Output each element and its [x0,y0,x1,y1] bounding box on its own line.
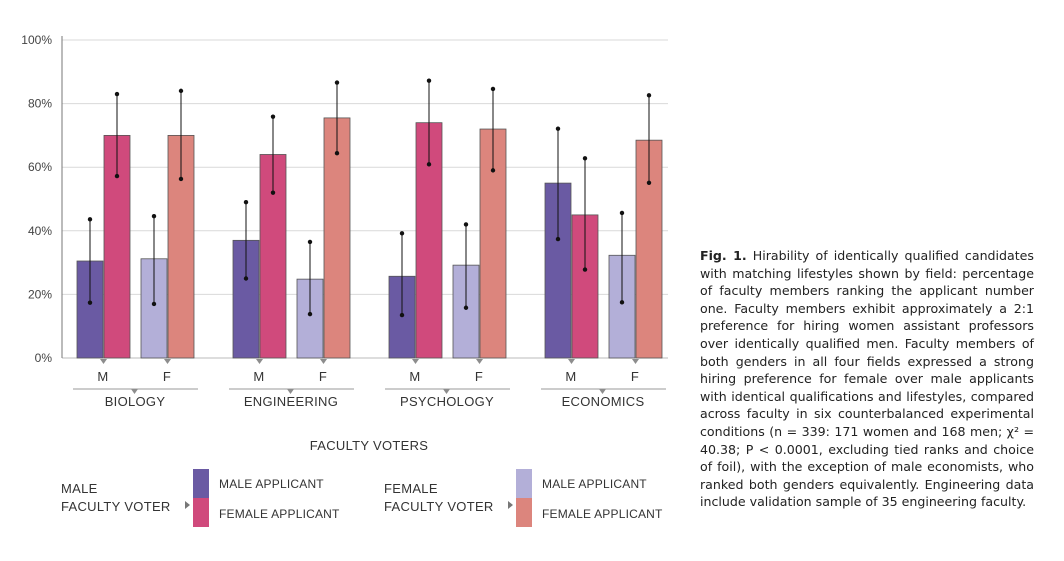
bars [76,117,663,359]
error-bar-cap [582,267,588,272]
pointer-icon [287,389,294,394]
x-tick-label-male-voter: M [253,369,264,384]
y-tick-label: 60% [28,160,52,174]
legend-swatch-male-voter-female-applicant [193,498,209,527]
error-bar-cap [178,88,184,94]
figure-caption: Fig. 1. Hirability of identically qualif… [700,247,1034,511]
error-bar-cap [270,114,276,119]
pointer-icon [599,389,606,394]
legend-label-male-applicant: MALE APPLICANT [542,477,647,491]
x-tick-label-female-voter: F [475,369,483,384]
legend-female-voter-title-line1: FEMALE [384,481,438,496]
error-bar-cap [307,239,313,245]
error-bar-cap [87,217,93,222]
error-bar-cap [646,93,652,98]
caption-label: Fig. 1. [700,248,747,263]
error-bar-cap [87,300,93,305]
pointer-icon [412,359,419,364]
x-category-label: ECONOMICS [562,394,645,409]
error-bar-cap [243,199,249,205]
y-tick-label: 100% [21,33,52,47]
legend-swatch-female-voter-male-applicant [516,469,532,498]
error-bar-cap [399,312,405,318]
legend-label-female-applicant: FEMALE APPLICANT [542,507,663,521]
pointer-icon [476,359,483,364]
error-bar-cap [243,276,249,281]
x-tick-label-female-voter: F [163,369,171,384]
error-bar-cap [399,231,405,236]
legend-swatch-female-voter-female-applicant [516,498,532,527]
x-tick-label-female-voter: F [319,369,327,384]
bar-chart: 0% 20% 40% 60% 80% 100% M F BIOLOGY M F ENGINEERIN… [21,33,668,527]
pointer-icon [443,389,450,394]
x-category-label: BIOLOGY [105,394,166,409]
bar-female-voter-female-applicant [323,117,351,359]
legend-pointer-icon [508,501,513,509]
error-bar-cap [582,156,588,161]
error-bar-cap [307,311,313,317]
pointer-icon [320,359,327,364]
x-tick-label-male-voter: M [409,369,420,384]
pointer-icon [256,359,263,364]
error-bar-cap [151,301,157,307]
error-bar-cap [334,80,340,85]
x-tick-label-male-voter: M [565,369,576,384]
error-bar-cap [490,86,496,92]
x-category-label: PSYCHOLOGY [400,394,494,409]
error-bar-cap [178,176,184,182]
y-axis-ticks: 0% 20% 40% 60% 80% 100% [21,33,52,365]
error-bar-cap [490,168,496,173]
error-bar-cap [463,305,469,310]
legend-pointer-icon [185,501,190,509]
y-tick-label: 40% [28,224,52,238]
x-axis-title: FACULTY VOTERS [310,438,429,453]
error-bar-cap [334,151,340,156]
error-bar-cap [555,126,561,131]
legend-label-female-applicant: FEMALE APPLICANT [219,507,340,521]
pointer-icon [100,359,107,364]
pointer-icon [568,359,575,364]
error-bar-cap [619,300,625,305]
pointer-icon [632,359,639,364]
error-bar-cap [270,190,276,195]
legend-male-voter-title-line2: FACULTY VOTER [61,499,171,514]
error-bar-cap [114,91,120,97]
legend-male-voter-title-line1: MALE [61,481,98,496]
y-tick-label: 80% [28,97,52,111]
x-tick-label-female-voter: F [631,369,639,384]
bar-female-voter-male-applicant [296,278,324,359]
x-category-label: ENGINEERING [244,394,338,409]
error-bar-cap [114,173,120,179]
pointer-icon [164,359,171,364]
error-bar-cap [151,213,157,219]
error-bars [87,78,652,318]
x-tick-label-male-voter: M [97,369,108,384]
x-axis-labels: M F BIOLOGY M F ENGINEERING M F PSYCHOLOGY M F ECON… [73,359,666,409]
error-bar-cap [463,222,469,227]
y-tick-label: 0% [35,351,53,365]
error-bar-cap [555,236,561,242]
error-bar-cap [426,162,432,167]
error-bar-cap [619,210,625,216]
pointer-icon [131,389,138,394]
legend-female-voter-title-line2: FACULTY VOTER [384,499,494,514]
error-bar-cap [426,78,432,83]
error-bar-cap [646,180,652,185]
caption-text: Hirability of identically qualified cand… [700,248,1034,510]
legend-swatch-male-voter-male-applicant [193,469,209,498]
y-tick-label: 20% [28,287,52,301]
legend-label-male-applicant: MALE APPLICANT [219,477,324,491]
